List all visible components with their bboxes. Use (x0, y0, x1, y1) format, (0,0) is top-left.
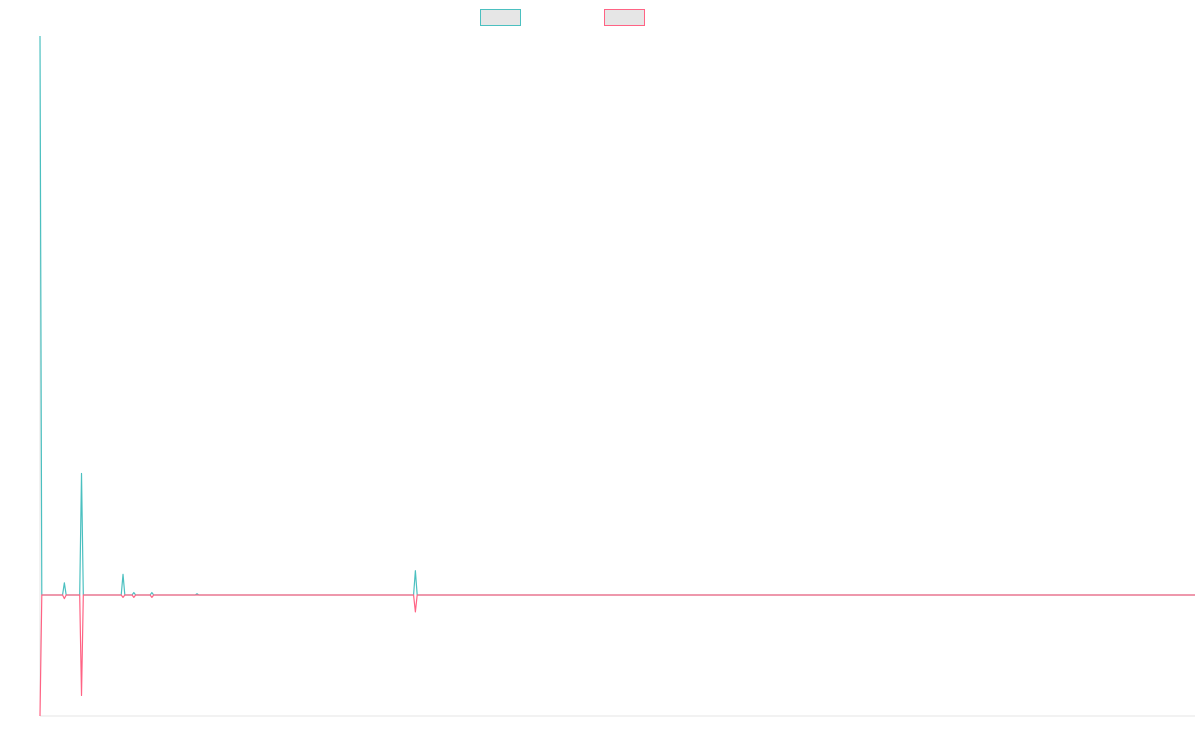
legend-swatch-2[interactable] (604, 9, 645, 26)
series-layer (39, 35, 1195, 717)
axes (39, 36, 1195, 717)
legend (480, 9, 645, 26)
series-line-2 (39, 594, 1195, 717)
series-line-1 (39, 35, 1195, 596)
legend-swatch-1[interactable] (480, 9, 521, 26)
